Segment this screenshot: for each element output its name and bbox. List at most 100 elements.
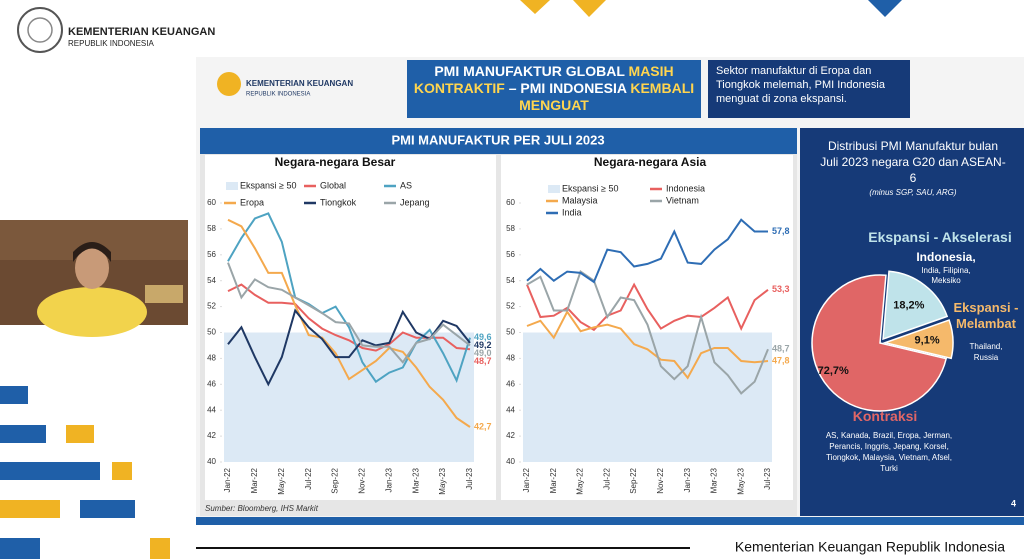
x-tick-label: May-22	[277, 467, 286, 494]
decor	[573, 0, 606, 17]
series-line	[526, 270, 769, 395]
x-tick-label: Jan-22	[522, 467, 531, 492]
x-tick-label: Mar-23	[411, 467, 420, 493]
org-name: KEMENTERIAN KEUANGAN	[68, 26, 215, 38]
slide-org-sub: REPUBLIK INDONESIA	[246, 92, 310, 98]
slide-org: KEMENTERIAN KEUANGAN	[246, 79, 353, 88]
pie-label: 72,7%	[818, 365, 849, 377]
legend-label: India	[562, 207, 582, 217]
group-heading: Ekspansi - Melambat	[953, 300, 1019, 331]
legend-label: Malaysia	[562, 195, 598, 205]
webcam-person	[75, 247, 109, 289]
y-tick-label: 48	[506, 354, 515, 363]
x-tick-label: Mar-22	[250, 467, 259, 493]
value-label: 49,2	[474, 340, 492, 350]
decor	[150, 538, 170, 559]
x-tick-label: Nov-22	[656, 467, 665, 493]
legend-label: Ekspansi ≥ 50	[240, 180, 296, 190]
group-members: AS, Kanada, Brazil, Eropa, Jerman, Peran…	[825, 431, 953, 473]
legend-swatch	[548, 185, 560, 193]
group-heading: Ekspansi - Akselerasi	[868, 229, 1012, 245]
title-box	[407, 60, 701, 118]
y-tick-label: 56	[207, 250, 216, 259]
decor	[80, 500, 135, 518]
webcam-person	[37, 287, 147, 337]
summary: Sektor manufaktur di Eropa dan Tiongkok …	[716, 65, 885, 105]
y-tick-label: 50	[506, 328, 515, 337]
legend-label: Ekspansi ≥ 50	[562, 183, 618, 193]
legend-label: Indonesia	[666, 183, 705, 193]
y-tick-label: 46	[506, 379, 515, 388]
value-label: 48,7	[772, 344, 790, 354]
series-line	[227, 212, 471, 384]
value-label: 57,8	[772, 226, 790, 236]
pie-label: 18,2%	[893, 300, 924, 312]
chart-subtitle: Negara-negara Besar	[275, 155, 396, 169]
y-tick-label: 54	[506, 276, 515, 285]
y-tick-label: 42	[506, 431, 515, 440]
y-tick-label: 50	[207, 328, 216, 337]
y-tick-label: 40	[506, 457, 515, 466]
x-tick-label: Jan-23	[384, 467, 393, 492]
group-highlight: Indonesia,	[916, 250, 976, 264]
x-tick-label: Jul-22	[602, 467, 611, 489]
group-heading: Kontraksi	[852, 408, 918, 424]
x-tick-label: May-23	[438, 467, 447, 494]
legend-swatch	[226, 182, 238, 190]
value-label: 49,6	[474, 332, 492, 342]
logo	[27, 17, 53, 43]
expansion-band	[224, 332, 474, 462]
pie-label: 9,1%	[915, 334, 940, 346]
source: Sumber: Bloomberg, IHS Markit	[205, 504, 319, 513]
slide-stripe	[196, 517, 1024, 525]
title-part: KEMBALI MENGUAT	[519, 80, 695, 113]
decor	[868, 0, 902, 17]
y-tick-label: 44	[506, 405, 515, 414]
y-tick-label: 44	[207, 405, 216, 414]
y-tick-label: 60	[506, 198, 515, 207]
webcam-person	[73, 242, 111, 262]
x-tick-label: Jan-23	[683, 467, 692, 492]
value-label: 42,7	[474, 421, 492, 431]
legend-label: Vietnam	[666, 195, 699, 205]
decor	[66, 425, 94, 443]
decor	[0, 425, 46, 443]
y-tick-label: 58	[506, 224, 515, 233]
series-line	[526, 309, 769, 380]
slide-logo	[217, 72, 241, 96]
x-tick-label: Sep-22	[629, 467, 638, 493]
page-number: 4	[1011, 498, 1016, 508]
series-line	[526, 218, 768, 284]
x-tick-label: Sep-22	[331, 467, 340, 493]
y-tick-label: 52	[506, 302, 515, 311]
decor	[112, 462, 132, 480]
y-tick-label: 42	[207, 431, 216, 440]
y-tick-label: 46	[207, 379, 216, 388]
series-line	[227, 262, 471, 364]
decor	[0, 386, 28, 404]
title-part: PMI MANUFAKTUR GLOBAL	[434, 63, 625, 79]
pie-slice	[811, 274, 948, 412]
pie-slice	[882, 270, 949, 341]
summary-box	[708, 60, 910, 118]
chart-subtitle: Negara-negara Asia	[594, 155, 707, 169]
panel-title: PMI MANUFAKTUR PER JULI 2023	[391, 132, 604, 147]
pie-note: (minus SGP, SAU, ARG)	[869, 188, 957, 197]
title-part: MASIH KONTRAKTIF	[413, 63, 674, 96]
title-part: – PMI INDONESIA	[508, 80, 627, 96]
x-tick-label: Nov-22	[358, 467, 367, 493]
panel-title-bar	[200, 128, 797, 154]
x-tick-label: Jan-22	[223, 467, 232, 492]
slide-title: PMI MANUFAKTUR GLOBAL MASIH KONTRAKTIF –…	[412, 63, 696, 114]
pie-title: Distribusi PMI Manufaktur bulan Juli 202…	[820, 139, 1006, 185]
legend-label: AS	[400, 180, 412, 190]
org-sub: REPUBLIK INDONESIA	[68, 39, 154, 48]
x-tick-label: Jul-23	[763, 467, 772, 489]
decor	[520, 0, 550, 14]
y-tick-label: 48	[207, 354, 216, 363]
x-tick-label: Jul-23	[465, 467, 474, 489]
decor	[0, 538, 40, 559]
x-tick-label: Jul-22	[304, 467, 313, 489]
